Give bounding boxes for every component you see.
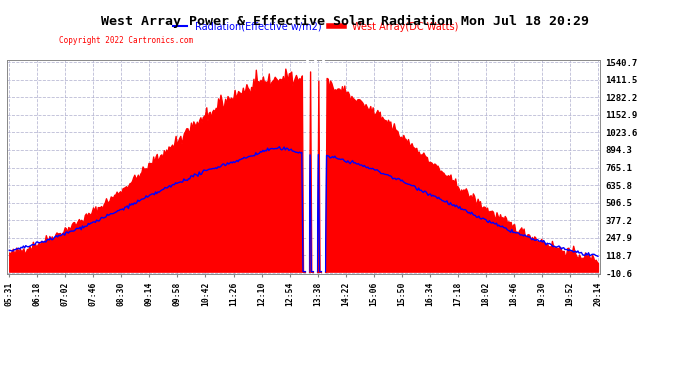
Text: Copyright 2022 Cartronics.com: Copyright 2022 Cartronics.com xyxy=(59,36,193,45)
Legend: Radiation(Effective w/m2), West Array(DC Watts): Radiation(Effective w/m2), West Array(DC… xyxy=(169,18,462,36)
Text: West Array Power & Effective Solar Radiation Mon Jul 18 20:29: West Array Power & Effective Solar Radia… xyxy=(101,15,589,28)
